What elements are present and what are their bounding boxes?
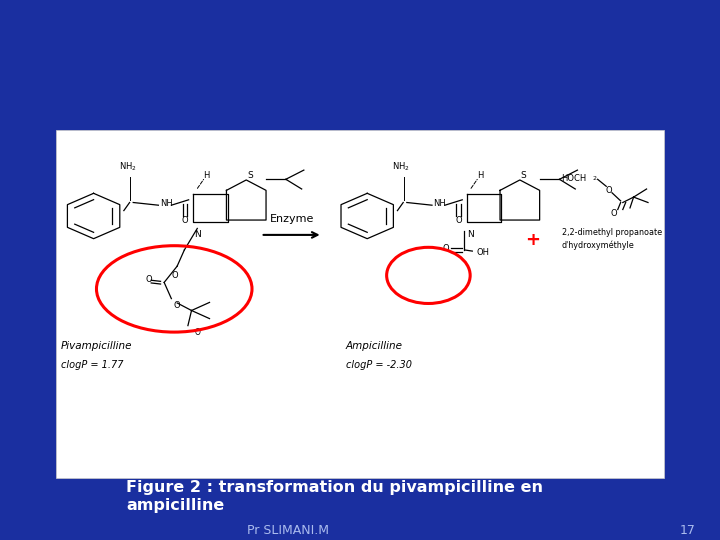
FancyBboxPatch shape [56,130,664,478]
Text: O: O [145,275,152,284]
Text: NH: NH [433,199,446,208]
Text: ampicilline: ampicilline [126,498,224,514]
Text: Pr SLIMANI.M: Pr SLIMANI.M [247,524,329,537]
Text: NH: NH [160,199,173,208]
Text: O: O [174,301,180,310]
Text: Pivampicilline: Pivampicilline [61,341,132,350]
Text: OH: OH [477,248,490,257]
Text: O: O [194,328,200,336]
Text: +: + [526,231,540,249]
Text: S: S [521,171,526,180]
Text: NH$_2$: NH$_2$ [392,160,410,173]
Text: d'hydroxyméthyle: d'hydroxyméthyle [562,241,634,251]
Text: O: O [181,216,189,225]
Text: 2: 2 [593,176,597,181]
Text: clogP = 1.77: clogP = 1.77 [61,360,124,369]
Text: Ampicilline: Ampicilline [346,341,402,350]
Text: HOCH: HOCH [562,174,587,183]
Text: H: H [204,171,210,180]
Text: clogP = -2.30: clogP = -2.30 [346,360,412,369]
Text: O: O [605,186,612,194]
Text: Figure 2 : transformation du pivampicilline en: Figure 2 : transformation du pivampicill… [126,480,543,495]
Text: N: N [467,230,474,239]
Text: O: O [442,245,449,253]
Text: O: O [171,271,179,280]
Text: Enzyme: Enzyme [269,214,314,224]
Text: 2,2-dimethyl propanoate: 2,2-dimethyl propanoate [562,228,662,237]
Text: H: H [477,171,483,180]
Text: O: O [455,216,462,225]
Text: O: O [610,209,617,218]
Text: NH$_2$: NH$_2$ [119,160,136,173]
Text: N: N [194,230,201,239]
Text: S: S [247,171,253,180]
Text: 17: 17 [680,524,696,537]
